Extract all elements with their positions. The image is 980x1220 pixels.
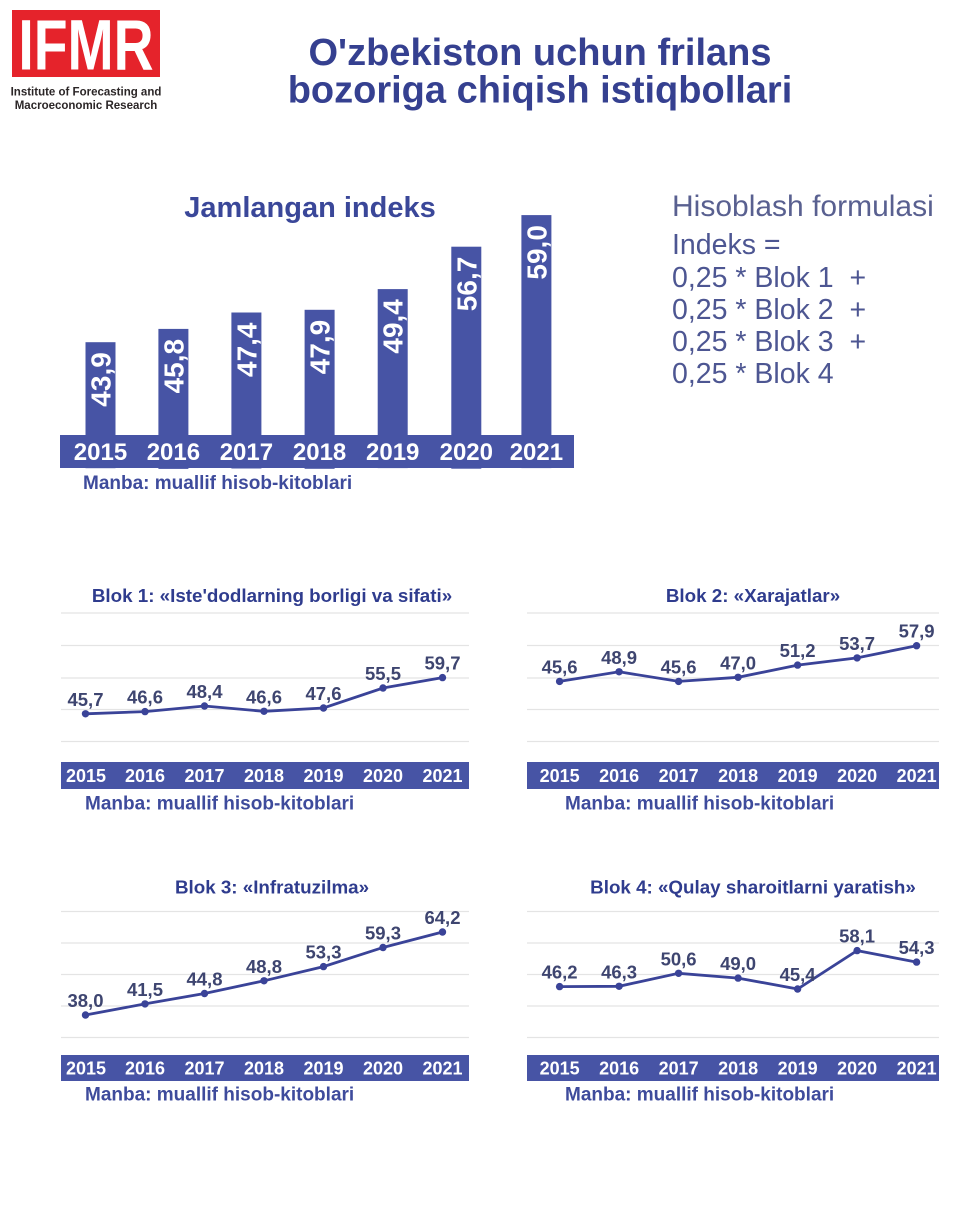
svg-text:2018: 2018 — [244, 1059, 284, 1079]
svg-text:2021: 2021 — [422, 766, 462, 786]
svg-text:41,5: 41,5 — [127, 979, 163, 1000]
svg-text:Institute of Forecasting and: Institute of Forecasting and — [11, 87, 162, 99]
svg-text:2018: 2018 — [718, 766, 758, 786]
svg-text:47,4: 47,4 — [231, 322, 262, 377]
svg-text:2015: 2015 — [540, 1059, 580, 1079]
svg-text:0,25 * Blok 4: 0,25 * Blok 4 — [672, 358, 834, 390]
svg-text:64,2: 64,2 — [424, 907, 460, 928]
svg-text:47,0: 47,0 — [720, 652, 756, 673]
svg-text:49,4: 49,4 — [378, 299, 409, 354]
svg-text:2020: 2020 — [837, 1059, 877, 1079]
svg-text:Blok 4: «Qulay sharoitlarni ya: Blok 4: «Qulay sharoitlarni yaratish» — [590, 876, 916, 897]
svg-text:45,6: 45,6 — [661, 656, 697, 677]
svg-text:Indeks =: Indeks = — [672, 229, 781, 261]
svg-text:44,8: 44,8 — [186, 969, 222, 990]
svg-text:2021: 2021 — [510, 439, 563, 466]
svg-text:48,8: 48,8 — [246, 956, 282, 977]
svg-text:48,4: 48,4 — [186, 681, 223, 702]
svg-text:2020: 2020 — [363, 1059, 403, 1079]
svg-text:54,3: 54,3 — [899, 937, 935, 958]
svg-text:2016: 2016 — [599, 1059, 639, 1079]
svg-text:Hisoblash formulasi: Hisoblash formulasi — [672, 190, 934, 223]
svg-text:Macroeconomic Research: Macroeconomic Research — [15, 100, 158, 112]
svg-text:43,9: 43,9 — [86, 352, 117, 407]
svg-text:53,3: 53,3 — [305, 942, 341, 963]
svg-text:2018: 2018 — [718, 1059, 758, 1079]
svg-text:2015: 2015 — [74, 439, 127, 466]
svg-text:46,6: 46,6 — [246, 686, 282, 707]
svg-text:2020: 2020 — [440, 439, 493, 466]
svg-text:45,4: 45,4 — [780, 964, 817, 985]
svg-text:2018: 2018 — [293, 439, 346, 466]
svg-text:56,7: 56,7 — [451, 257, 482, 312]
svg-text:2017: 2017 — [184, 1059, 224, 1079]
svg-text:59,0: 59,0 — [521, 225, 552, 280]
svg-text:45,7: 45,7 — [67, 689, 103, 710]
svg-text:Blok 3: «Infratuzilma»: Blok 3: «Infratuzilma» — [175, 876, 369, 897]
svg-text:2016: 2016 — [147, 439, 200, 466]
svg-text:46,3: 46,3 — [601, 961, 637, 982]
svg-text:46,2: 46,2 — [542, 962, 578, 983]
svg-text:45,6: 45,6 — [542, 656, 578, 677]
svg-text:2019: 2019 — [303, 766, 343, 786]
svg-text:bozoriga chiqish istiqbollari: bozoriga chiqish istiqbollari — [288, 70, 793, 112]
svg-text:2020: 2020 — [363, 766, 403, 786]
svg-text:2015: 2015 — [540, 766, 580, 786]
svg-text:2020: 2020 — [837, 766, 877, 786]
svg-text:2017: 2017 — [220, 439, 273, 466]
svg-text:0,25 * Blok 1 +: 0,25 * Blok 1 + — [672, 262, 866, 294]
svg-text:59,3: 59,3 — [365, 923, 401, 944]
svg-text:46,6: 46,6 — [127, 687, 163, 708]
svg-text:Manba: muallif hisob-kitoblari: Manba: muallif hisob-kitoblari — [83, 473, 352, 494]
svg-text:Jamlangan indeks: Jamlangan indeks — [184, 192, 435, 224]
svg-text:Manba: muallif hisob-kitoblari: Manba: muallif hisob-kitoblari — [85, 1085, 354, 1106]
svg-text:49,0: 49,0 — [720, 953, 756, 974]
svg-text:IFMR: IFMR — [18, 6, 153, 85]
svg-text:2021: 2021 — [422, 1059, 462, 1079]
svg-text:2016: 2016 — [125, 1059, 165, 1079]
svg-text:0,25 * Blok 3 +: 0,25 * Blok 3 + — [672, 326, 866, 358]
svg-text:Blok 2: «Xarajatlar»: Blok 2: «Xarajatlar» — [666, 585, 840, 606]
svg-text:Manba: muallif hisob-kitoblari: Manba: muallif hisob-kitoblari — [565, 794, 834, 815]
svg-text:59,7: 59,7 — [424, 653, 460, 674]
svg-text:47,6: 47,6 — [305, 683, 341, 704]
svg-text:2021: 2021 — [897, 1059, 937, 1079]
svg-text:55,5: 55,5 — [365, 663, 401, 684]
svg-text:38,0: 38,0 — [67, 990, 103, 1011]
svg-text:2015: 2015 — [66, 1059, 106, 1079]
svg-text:2019: 2019 — [778, 1059, 818, 1079]
svg-text:Blok 1: «Iste'dodlarning borli: Blok 1: «Iste'dodlarning borligi va sifa… — [92, 585, 452, 606]
svg-text:53,7: 53,7 — [839, 633, 875, 654]
svg-text:47,9: 47,9 — [305, 320, 336, 375]
svg-text:2016: 2016 — [125, 766, 165, 786]
svg-text:45,8: 45,8 — [158, 339, 189, 394]
svg-text:2019: 2019 — [366, 439, 419, 466]
svg-text:2021: 2021 — [897, 766, 937, 786]
svg-text:57,9: 57,9 — [899, 621, 935, 642]
svg-text:48,9: 48,9 — [601, 647, 637, 668]
svg-text:2017: 2017 — [184, 766, 224, 786]
svg-text:58,1: 58,1 — [839, 926, 875, 947]
svg-text:51,2: 51,2 — [780, 640, 816, 661]
svg-text:2017: 2017 — [659, 766, 699, 786]
svg-text:50,6: 50,6 — [661, 948, 697, 969]
svg-text:0,25 * Blok 2 +: 0,25 * Blok 2 + — [672, 294, 866, 326]
svg-text:O'zbekiston uchun frilans: O'zbekiston uchun frilans — [309, 32, 772, 74]
svg-text:2018: 2018 — [244, 766, 284, 786]
svg-text:2019: 2019 — [778, 766, 818, 786]
svg-text:Manba: muallif hisob-kitoblari: Manba: muallif hisob-kitoblari — [85, 794, 354, 815]
svg-text:2019: 2019 — [303, 1059, 343, 1079]
svg-text:Manba: muallif hisob-kitoblari: Manba: muallif hisob-kitoblari — [565, 1085, 834, 1106]
svg-text:2015: 2015 — [66, 766, 106, 786]
svg-text:2017: 2017 — [659, 1059, 699, 1079]
svg-text:2016: 2016 — [599, 766, 639, 786]
